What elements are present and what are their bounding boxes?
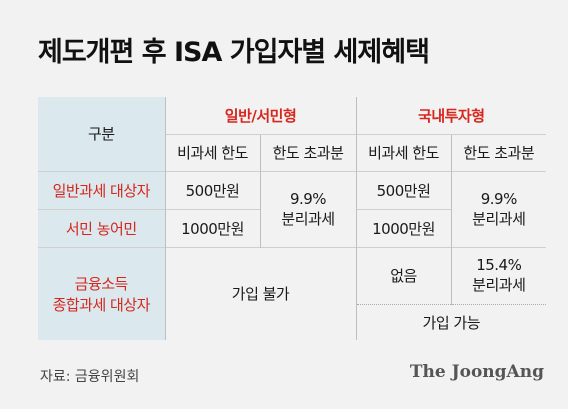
g2-row3-excess-rate: 15.4%: [476, 256, 522, 274]
group-domestic: 국내투자형: [355, 97, 547, 134]
row-label-financial-line1: 금융소득: [74, 274, 129, 293]
g1-row1-limit: 500만원: [164, 170, 260, 209]
subheader-excess-1: 한도 초과분: [259, 133, 357, 171]
g1-excess-rate: 9.9%: [289, 189, 327, 208]
benefit-table: 구분 일반/서민형 국내투자형 비과세 한도 한도 초과분 비과세 한도 한도 …: [38, 97, 547, 340]
row-label-farmer: 서민 농어민: [38, 208, 165, 247]
g2-row2-limit: 1000만원: [355, 208, 452, 247]
group-general: 일반/서민형: [164, 97, 357, 134]
subheader-limit-2: 비과세 한도: [355, 133, 452, 171]
g1-excess: 9.9% 분리과세: [259, 170, 357, 247]
g2-excess: 9.9% 분리과세: [450, 170, 547, 247]
row-label-general: 일반과세 대상자: [38, 170, 165, 209]
row-label-financial-line2: 종합과세 대상자: [52, 295, 151, 314]
g1-excess-type: 분리과세: [281, 209, 335, 228]
g1-row2-limit: 1000만원: [164, 208, 260, 247]
g2-excess-rate: 9.9%: [480, 189, 518, 208]
subheader-limit-1: 비과세 한도: [164, 133, 260, 171]
row-label-financial: 금융소득 종합과세 대상자: [38, 246, 165, 340]
g2-row1-limit: 500만원: [355, 170, 452, 209]
page-title: 제도개편 후 ISA 가입자별 세제혜택: [38, 37, 430, 68]
source-note: 자료: 금융위원회: [40, 369, 140, 385]
g2-row3-limit: 없음: [355, 246, 452, 304]
corner-cell: 구분: [38, 97, 165, 171]
subheader-excess-2: 한도 초과분: [450, 133, 547, 171]
g2-row3-excess-type: 분리과세: [472, 276, 526, 294]
g1-row3-unavailable: 가입 불가: [164, 246, 357, 340]
g2-excess-type: 분리과세: [472, 209, 526, 228]
g2-row3-excess: 15.4% 분리과세: [450, 246, 547, 304]
publisher-logo: The JoongAng: [409, 362, 544, 382]
g2-row3-available: 가입 가능: [355, 303, 547, 340]
